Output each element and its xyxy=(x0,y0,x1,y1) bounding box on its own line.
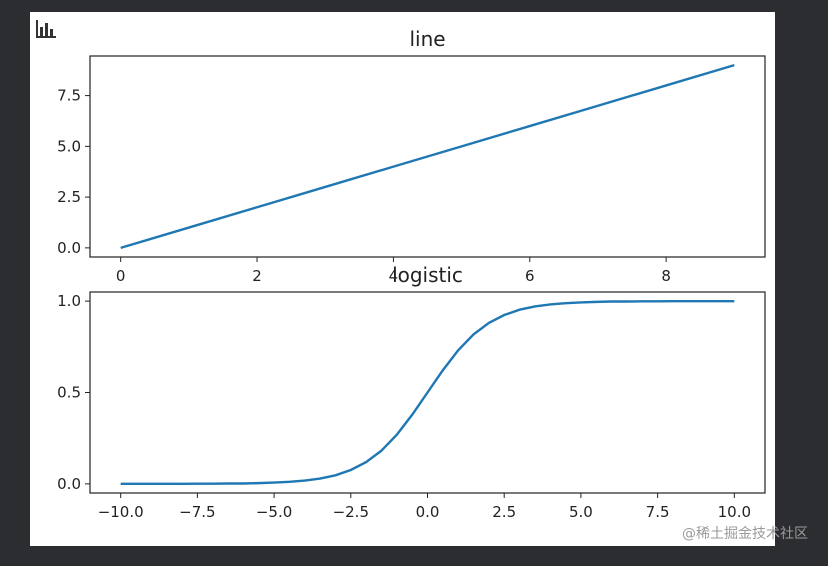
y-tick-label: 0.0 xyxy=(57,239,81,257)
y-tick-label: 1.0 xyxy=(57,292,81,310)
x-tick-label: −10.0 xyxy=(98,503,144,521)
x-tick-label: −2.5 xyxy=(333,503,369,521)
x-tick-label: 4 xyxy=(389,267,399,285)
x-tick-label: 0.0 xyxy=(416,503,440,521)
y-tick-label: 0.5 xyxy=(57,384,81,402)
chart-title: logistic xyxy=(392,263,463,287)
watermark: @稀土掘金技术社区 xyxy=(682,526,808,542)
x-tick-label: 7.5 xyxy=(646,503,670,521)
x-tick-label: 2 xyxy=(252,267,262,285)
y-tick-label: 2.5 xyxy=(57,188,81,206)
x-tick-label: 5.0 xyxy=(569,503,593,521)
y-tick-label: 7.5 xyxy=(57,87,81,105)
x-tick-label: −5.0 xyxy=(256,503,292,521)
y-tick-label: 5.0 xyxy=(57,137,81,155)
x-tick-label: 10.0 xyxy=(718,503,751,521)
x-tick-label: −7.5 xyxy=(179,503,215,521)
y-tick-label: 0.0 xyxy=(57,475,81,493)
axes-frame xyxy=(89,55,766,258)
x-tick-label: 6 xyxy=(525,267,535,285)
data-line xyxy=(120,299,735,486)
toolbar-icon[interactable] xyxy=(36,20,56,38)
chart-title: line xyxy=(409,27,445,51)
x-tick-label: 2.5 xyxy=(492,503,516,521)
data-line xyxy=(120,63,735,250)
x-tick-label: 8 xyxy=(661,267,671,285)
x-tick-label: 0 xyxy=(116,267,126,285)
figure-background xyxy=(30,12,775,546)
